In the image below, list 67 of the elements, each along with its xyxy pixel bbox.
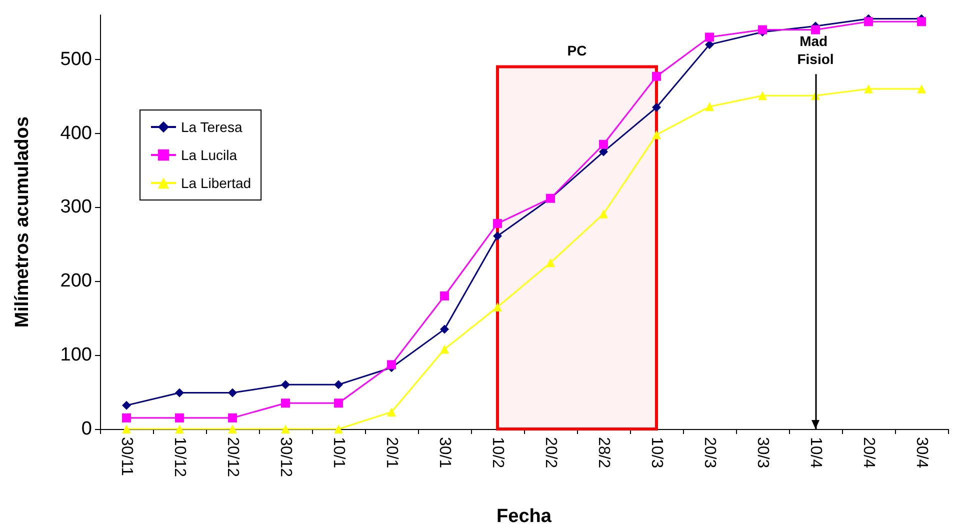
x-axis-title: Fecha xyxy=(496,506,552,527)
x-tick-label: 28/2 xyxy=(595,437,612,468)
x-tick-label: 20/1 xyxy=(383,437,400,468)
point xyxy=(440,344,449,354)
point xyxy=(281,398,290,408)
point xyxy=(652,130,661,140)
legend-label: La Libertad xyxy=(181,175,252,191)
point xyxy=(864,84,873,94)
point xyxy=(493,218,502,228)
point xyxy=(281,424,290,434)
x-tick-label: 30/11 xyxy=(118,437,135,476)
point xyxy=(334,398,343,408)
point xyxy=(705,102,714,112)
y-tick-label: 200 xyxy=(60,270,92,292)
point xyxy=(228,413,237,422)
point xyxy=(175,424,184,434)
point xyxy=(546,258,555,268)
point xyxy=(864,17,873,26)
y-tick-label: 500 xyxy=(60,48,92,70)
point xyxy=(387,360,396,370)
x-tick-label: 30/3 xyxy=(754,437,771,468)
band-label: PC xyxy=(567,42,587,58)
point xyxy=(228,424,237,434)
x-tick-label: 20/12 xyxy=(224,437,241,478)
x-tick-label: 20/4 xyxy=(860,437,877,468)
x-tick-label: 10/12 xyxy=(171,437,188,478)
point xyxy=(387,407,396,416)
y-tick-label: 300 xyxy=(60,196,92,218)
point xyxy=(334,424,343,434)
x-tick-label: 10/3 xyxy=(648,437,665,468)
point xyxy=(652,102,661,112)
point xyxy=(493,232,502,241)
point xyxy=(599,209,608,218)
ref-line-label: Mad Fisiol xyxy=(797,33,834,68)
point xyxy=(758,91,767,100)
point xyxy=(334,380,343,390)
point xyxy=(122,400,131,410)
point xyxy=(175,413,184,422)
point xyxy=(758,25,767,34)
point xyxy=(228,388,237,398)
point xyxy=(175,388,184,398)
point xyxy=(652,72,661,81)
point xyxy=(705,32,714,42)
x-tick-label: 10/2 xyxy=(489,437,506,468)
point xyxy=(122,413,131,422)
point xyxy=(599,140,608,149)
point xyxy=(917,17,926,26)
point xyxy=(122,424,131,434)
y-tick-label: 400 xyxy=(60,122,92,144)
point xyxy=(493,302,502,312)
x-tick-label: 20/2 xyxy=(542,437,559,468)
x-tick-label: 30/4 xyxy=(913,437,930,468)
y-tick-label: 0 xyxy=(81,418,92,440)
x-tick-label: 30/12 xyxy=(277,437,294,478)
y-axis-title: Milímetros acumulados xyxy=(12,116,33,328)
y-tick-label: 100 xyxy=(60,344,92,366)
x-tick-label: 10/1 xyxy=(330,437,347,468)
legend-label: La Lucila xyxy=(181,147,238,163)
x-tick-label: 30/1 xyxy=(436,437,453,468)
legend-label: La Teresa xyxy=(181,119,242,135)
point xyxy=(440,324,449,334)
point xyxy=(281,380,290,390)
point xyxy=(440,291,449,300)
x-tick-label: 10/4 xyxy=(807,437,824,468)
point xyxy=(917,84,926,94)
x-tick-label: 20/3 xyxy=(701,437,718,468)
point xyxy=(811,25,820,34)
